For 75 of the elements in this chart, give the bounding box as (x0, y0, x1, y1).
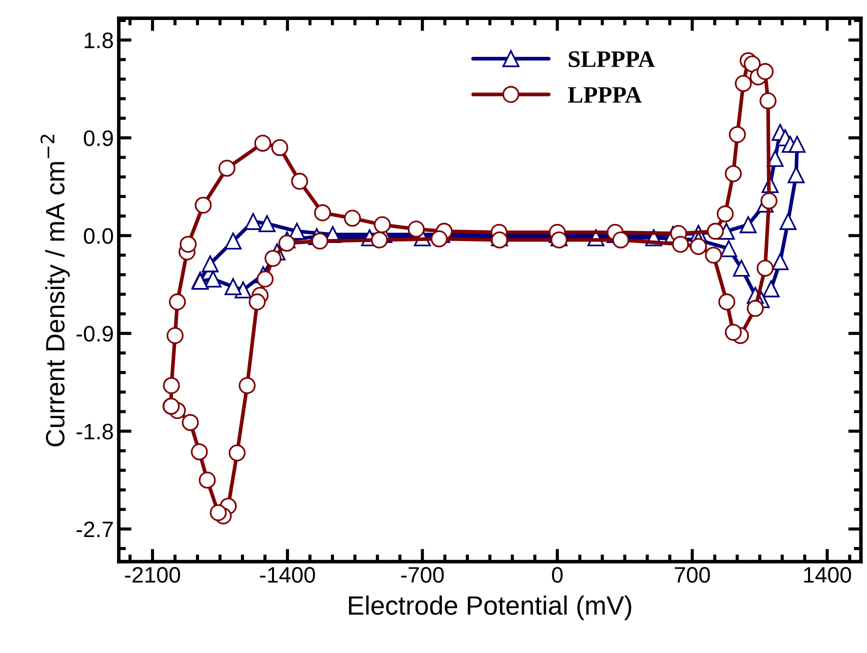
x-tick-label: -1400 (260, 567, 315, 583)
point (271, 139, 288, 156)
point (788, 166, 805, 184)
point (788, 136, 806, 153)
x-tick-label: 1400 (804, 567, 852, 583)
point (704, 246, 722, 264)
point (734, 75, 752, 92)
point (718, 293, 736, 310)
point (238, 377, 256, 394)
point (166, 327, 184, 344)
point (162, 377, 180, 394)
point (210, 504, 227, 522)
point (430, 230, 448, 248)
point (194, 196, 212, 214)
point (772, 253, 789, 270)
point (344, 210, 361, 227)
legend-label: LPPPA (568, 87, 642, 103)
y-tick-label: -0.9 (76, 326, 113, 342)
point (218, 160, 236, 177)
point (740, 216, 757, 234)
point (248, 293, 266, 310)
point (724, 165, 742, 182)
point (224, 278, 242, 296)
point (690, 238, 707, 255)
x-tick-label: 700 (674, 567, 710, 583)
y-tick-label: 0.9 (84, 130, 113, 146)
point (264, 250, 282, 267)
point (550, 231, 568, 248)
point (180, 236, 197, 253)
point (258, 215, 276, 232)
point (168, 293, 186, 310)
point (278, 234, 296, 252)
point (780, 213, 797, 230)
y-tick-label: -2.7 (76, 522, 113, 538)
x-axis-title: Electrode Potential (mV) (349, 595, 632, 620)
point (756, 260, 774, 277)
point (224, 232, 242, 250)
point (746, 300, 764, 317)
point (190, 443, 208, 460)
point (228, 444, 246, 462)
point (706, 222, 724, 240)
point (491, 231, 508, 248)
point (291, 172, 308, 190)
point (732, 260, 750, 277)
x-tick-label: -700 (401, 567, 444, 583)
x-tick-label: 0 (552, 567, 563, 583)
point (182, 414, 199, 431)
point (724, 324, 742, 341)
point (314, 204, 332, 222)
point (756, 63, 774, 80)
point (760, 92, 776, 110)
point (202, 255, 219, 272)
point (716, 205, 734, 222)
point (760, 192, 778, 210)
y-axis-title: Current Density / mA cm$^{−2}$ (40, 134, 70, 446)
point (720, 240, 738, 258)
point (728, 126, 746, 144)
y-tick-label: 0.0 (84, 228, 114, 244)
point (408, 220, 425, 238)
y-tick-label: 1.8 (84, 32, 113, 48)
legend-label: SLPPPA (568, 51, 655, 68)
point (204, 270, 222, 288)
point (766, 150, 784, 167)
point (198, 472, 216, 489)
point (672, 236, 689, 253)
point (288, 222, 306, 240)
point (256, 270, 274, 288)
point (762, 280, 780, 298)
point (311, 232, 328, 250)
point (244, 213, 262, 230)
point (744, 55, 761, 72)
x-tick-label: -2100 (125, 567, 180, 583)
point (612, 231, 630, 248)
point (254, 134, 272, 152)
y-tick-label: -1.8 (76, 424, 113, 440)
